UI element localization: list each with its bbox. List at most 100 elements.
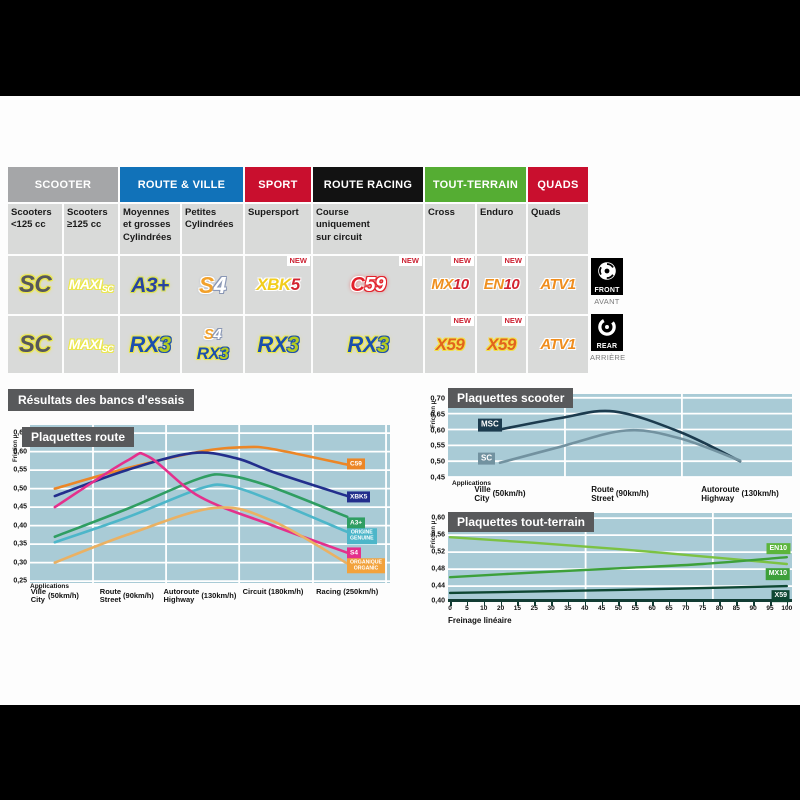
x-tick-mark <box>500 602 503 606</box>
x-tick-label: 15 <box>513 605 522 612</box>
x-category-label: Autoroute Highway (130km/h) <box>701 485 779 503</box>
y-axis-label: Friction μ <box>431 400 437 428</box>
product-cell: S4 RX3 <box>182 316 243 373</box>
logo-en: EN <box>483 276 504 293</box>
legend-origine-genuine: ORIGINE GENUINE <box>347 528 377 545</box>
y-tick-label: 0,60 <box>431 514 445 522</box>
series-x59 <box>448 584 788 595</box>
x-tick-mark <box>517 602 519 606</box>
product-cell: RX3 <box>120 316 180 373</box>
x-tick-mark <box>483 602 486 606</box>
product-cell: XBK5 NEW <box>245 256 311 314</box>
logo-atv1: ATV1 <box>540 335 576 353</box>
x-tick-label: 90 <box>749 605 757 612</box>
y-tick-label: 0,44 <box>431 582 445 590</box>
x-category-label: Route Street (90km/h) <box>99 587 154 605</box>
logo-10: 10 <box>503 276 520 293</box>
y-tick-label: 0,60 <box>13 448 27 456</box>
y-tick-label: 0,65 <box>430 408 445 418</box>
product-cell: MAXISC <box>64 256 118 314</box>
chart-title-scooter: Plaquettes scooter <box>448 388 574 408</box>
logo-4: 4 <box>213 271 227 298</box>
x-category-label: Route Street (90km/h) <box>591 485 649 503</box>
x-tick-label: 5 <box>465 605 469 612</box>
product-category-table: SCOOTER ROUTE & VILLE SPORT ROUTE RACING TOU… <box>8 167 588 373</box>
legend-en10: EN10 <box>766 542 790 555</box>
y-tick-label: 0,55 <box>13 466 27 474</box>
subcategory-header: Supersport <box>245 204 311 254</box>
x-tick-label: 0 <box>448 605 452 612</box>
product-cell: S4 <box>182 256 243 314</box>
series-a3- <box>53 473 349 539</box>
x-tick-mark <box>736 602 738 606</box>
x-tick-mark <box>685 602 688 606</box>
x-tick-mark <box>450 602 452 606</box>
x-axis-caption: Applications <box>30 583 70 590</box>
x-tick-label: 45 <box>597 605 606 612</box>
subcategory-header: Petites Cylindrées <box>182 204 243 254</box>
x-tick-label: 40 <box>581 605 589 612</box>
letterbox-top <box>0 0 800 96</box>
front-label: FRONT <box>594 287 620 294</box>
logo-x59: X59 <box>435 334 465 354</box>
x-tick-mark <box>635 602 637 606</box>
product-cell: SC <box>8 316 62 373</box>
x-tick-mark <box>567 602 570 606</box>
logo-sc: SC <box>101 343 114 354</box>
x-tick-label: 95 <box>766 605 774 612</box>
logo-3: 3 <box>219 343 229 363</box>
subcategory-header: Cross <box>425 204 475 254</box>
logo-mx: MX <box>431 276 453 293</box>
chart-scooter-canvas <box>448 394 792 478</box>
y-tick-label: 0,55 <box>430 440 445 450</box>
y-tick-label: 0,56 <box>431 531 445 539</box>
x-tick-label: 100 <box>781 605 793 612</box>
rear-disc-icon <box>598 318 616 336</box>
subcategory-header: Course uniquement sur circuit <box>313 204 423 254</box>
new-badge: NEW <box>501 316 525 326</box>
series-organique-organic <box>53 506 349 565</box>
y-tick-label: 0,35 <box>13 540 27 548</box>
x-tick-mark <box>618 602 620 606</box>
chart-route-canvas <box>30 425 390 583</box>
x-tick-mark <box>551 602 553 606</box>
x-tick-mark <box>466 602 469 606</box>
logo-5: 5 <box>290 275 300 294</box>
product-cell: RX3 <box>313 316 423 373</box>
series-en10 <box>448 536 788 566</box>
legend-s4: S4 <box>347 547 361 559</box>
front-disc-badge: FRONT <box>591 258 623 295</box>
product-cell: ATV1 <box>528 256 588 314</box>
new-badge: NEW <box>501 256 525 266</box>
x-axis-line <box>448 599 792 602</box>
x-tick-label: 55 <box>631 605 639 612</box>
logo-atv1: ATV1 <box>540 276 576 293</box>
x-axis-caption: Applications <box>452 480 492 487</box>
category-header: TOUT-TERRAIN <box>425 167 526 202</box>
logo-rx: RX <box>196 343 220 363</box>
y-tick-label: 0,40 <box>13 522 27 530</box>
category-header: SCOOTER <box>8 167 118 202</box>
logo-sc: SC <box>18 271 52 298</box>
product-cell: EN10 NEW <box>477 256 526 314</box>
y-axis-label: Friction μ <box>431 520 437 548</box>
x-tick-mark <box>584 602 587 606</box>
logo-s: S <box>198 271 214 298</box>
category-header: ROUTE & VILLE <box>120 167 243 202</box>
subcategory-header: Moyennes et grosses Cylindrées <box>120 204 180 254</box>
x-tick-mark <box>719 602 721 606</box>
subcategory-header: Scooters <125 cc <box>8 204 62 254</box>
legend-mx10: MX10 <box>765 568 790 581</box>
x-tick-label: 50 <box>614 605 623 612</box>
front-disc-icon <box>598 262 616 280</box>
product-cell: A3+ <box>120 256 180 314</box>
x-tick-label: 10 <box>480 605 488 612</box>
series-c59 <box>53 445 349 490</box>
x-tick-label: 80 <box>715 605 724 612</box>
product-cell: C59 NEW <box>313 256 423 314</box>
legend-a3+: A3+ <box>347 517 366 529</box>
logo-3: 3 <box>158 331 171 357</box>
new-badge: NEW <box>286 256 310 266</box>
legend-c59: C59 <box>347 458 365 470</box>
